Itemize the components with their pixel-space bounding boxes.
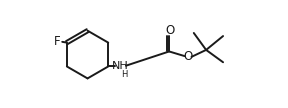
Text: NH: NH	[112, 61, 129, 71]
Text: O: O	[165, 24, 175, 37]
Text: H: H	[121, 70, 128, 79]
Text: O: O	[184, 50, 193, 63]
Text: F: F	[54, 35, 61, 48]
